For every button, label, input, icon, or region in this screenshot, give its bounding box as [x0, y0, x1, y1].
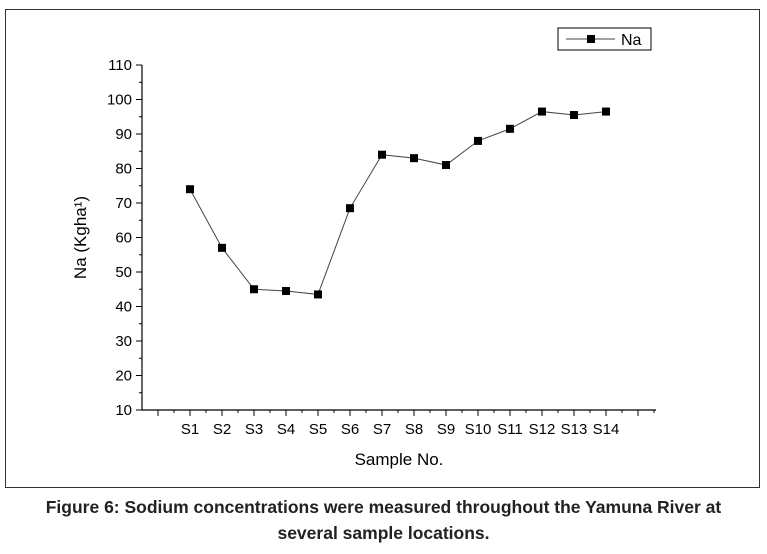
y-tick-label: 80	[115, 161, 132, 178]
data-point-marker	[570, 111, 578, 120]
x-tick-label: S6	[341, 421, 359, 438]
y-tick-label: 70	[115, 195, 132, 212]
y-tick-label: 30	[115, 333, 132, 350]
data-point-marker	[314, 290, 322, 299]
data-point-marker	[250, 285, 258, 294]
x-tick-label: S5	[309, 421, 327, 438]
data-point-marker	[442, 161, 450, 170]
series-line-na	[189, 111, 607, 295]
x-tick-label: S13	[561, 421, 588, 438]
y-tick-label: 110	[108, 57, 132, 74]
x-tick-label: S14	[593, 421, 620, 438]
figure-caption: Figure 6: Sodium concentrations were mea…	[0, 494, 767, 546]
data-point-marker	[282, 286, 290, 295]
data-point-marker	[506, 124, 514, 133]
y-tick-label: 60	[115, 230, 132, 247]
y-tick-label: 90	[115, 126, 132, 143]
caption-line-2: several sample locations.	[277, 523, 490, 543]
data-point-marker	[410, 154, 418, 163]
data-point-marker	[538, 107, 546, 116]
data-point-marker	[346, 204, 354, 213]
y-axis-title: Na (Kgha¹)	[71, 196, 90, 279]
x-tick-label: S3	[245, 421, 263, 438]
y-tick-label: 100	[107, 92, 132, 109]
figure-frame: 10 20 30 40 50 60 70 80 90 100 110 S1 S2 S3 S4 S5 S6 S7 S8…	[5, 9, 760, 488]
x-tick-label: S8	[405, 421, 423, 438]
data-point-marker	[474, 136, 482, 145]
y-tick-label: 10	[115, 402, 132, 419]
x-tick-label: S1	[181, 421, 199, 438]
data-point-marker	[378, 150, 386, 159]
data-point-marker	[218, 243, 226, 252]
y-tick-label: 20	[115, 368, 132, 385]
x-axis-title: Sample No.	[355, 450, 444, 469]
x-tick-label: S10	[465, 421, 492, 438]
x-tick-label: S12	[529, 421, 556, 438]
caption-line-1: Figure 6: Sodium concentrations were mea…	[45, 497, 722, 517]
data-point-marker	[602, 107, 610, 116]
y-tick-label: 50	[115, 264, 132, 281]
data-point-marker	[186, 185, 194, 194]
legend-label: Na	[621, 32, 642, 49]
x-tick-label: S11	[497, 421, 523, 438]
x-tick-label: S4	[277, 421, 295, 438]
y-tick-label: 40	[115, 299, 132, 316]
line-chart: 10 20 30 40 50 60 70 80 90 100 110 S1 S2 S3 S4 S5 S6 S7 S8…	[71, 27, 656, 469]
x-tick-label: S9	[437, 421, 455, 438]
x-tick-label: S2	[213, 421, 231, 438]
legend-marker	[587, 35, 595, 43]
x-tick-label: S7	[373, 421, 391, 438]
